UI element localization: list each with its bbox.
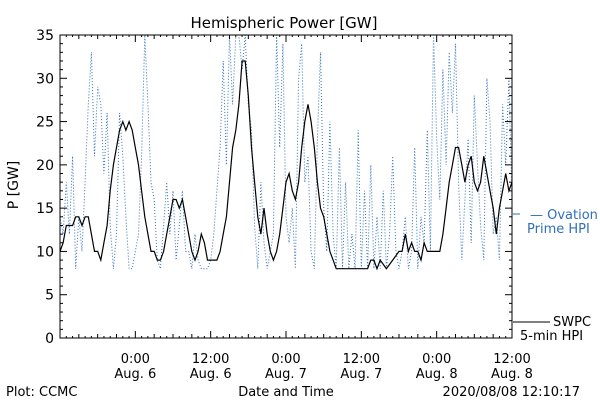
y-tick-label: 15 bbox=[36, 201, 54, 217]
x-tick-date: Aug. 7 bbox=[340, 367, 382, 382]
x-tick-date: Aug. 7 bbox=[265, 367, 307, 382]
y-tick-label: 10 bbox=[36, 244, 54, 260]
y-tick-label: 30 bbox=[36, 71, 54, 87]
footer-timestamp: 2020/08/08 12:10:17 bbox=[443, 385, 580, 400]
x-tick-time: 0:00 bbox=[121, 352, 150, 367]
legend: — Ovation Prime HPI SWPC 5-min HPI bbox=[513, 208, 598, 344]
chart-title: Hemispheric Power [GW] bbox=[191, 14, 378, 32]
y-axis-ticks: 0 5 10 15 20 25 30 35 bbox=[36, 28, 512, 347]
x-tick-time: 0:00 bbox=[271, 352, 300, 367]
legend-ovation-line2: Prime HPI bbox=[527, 222, 590, 237]
footer-credit: Plot: CCMC bbox=[6, 385, 77, 400]
y-axis-label: P [GW] bbox=[6, 161, 22, 210]
x-tick-date: Aug. 6 bbox=[190, 367, 232, 382]
x-tick-time: 12:00 bbox=[192, 352, 229, 367]
x-tick-time: 12:00 bbox=[493, 352, 530, 367]
x-tick-time: 12:00 bbox=[343, 352, 380, 367]
series-line-swpc bbox=[59, 60, 513, 271]
legend-ovation-line1: — Ovation bbox=[530, 208, 598, 223]
series-line-ovation bbox=[59, 34, 513, 270]
x-axis-label: Date and Time bbox=[238, 385, 334, 400]
y-tick-label: 5 bbox=[45, 288, 54, 304]
x-tick-time: 0:00 bbox=[422, 352, 451, 367]
legend-swpc-line2: 5-min HPI bbox=[520, 329, 583, 344]
series-group bbox=[59, 34, 513, 271]
y-tick-label: 20 bbox=[36, 158, 54, 174]
y-tick-label: 25 bbox=[36, 115, 54, 131]
y-tick-label: 35 bbox=[36, 28, 54, 44]
x-tick-date: Aug. 6 bbox=[114, 367, 156, 382]
y-tick-label: 0 bbox=[45, 331, 54, 347]
x-tick-date: Aug. 8 bbox=[491, 367, 533, 382]
x-tick-date: Aug. 8 bbox=[416, 367, 458, 382]
legend-swpc-line1: SWPC bbox=[553, 315, 591, 330]
